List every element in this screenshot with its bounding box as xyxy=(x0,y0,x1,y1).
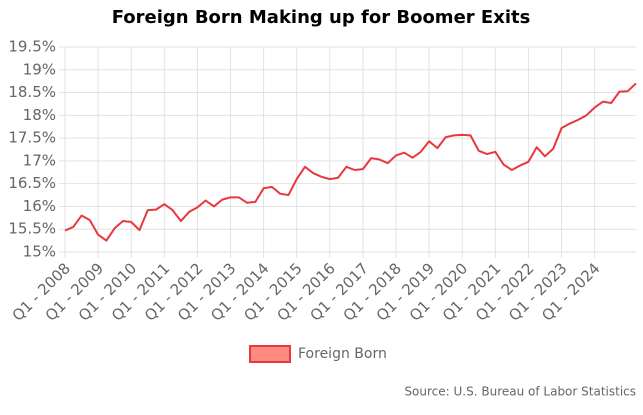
source: Source: U.S. Bureau of Labor Statistics xyxy=(404,385,636,399)
y-tick-label: 15% xyxy=(23,243,56,261)
y-tick-label: 16% xyxy=(23,197,56,215)
legend-label: Foreign Born xyxy=(298,346,387,362)
y-tick-label: 17.5% xyxy=(8,129,56,147)
line xyxy=(64,82,637,242)
y-tick-label: 15.5% xyxy=(8,220,56,238)
y-tick-label: 18.5% xyxy=(8,83,56,101)
y-tick-label: 17% xyxy=(23,151,56,169)
y-tick-label: 19.5% xyxy=(8,38,56,56)
legend-swatch xyxy=(249,345,291,363)
y-tick-label: 16.5% xyxy=(8,174,56,192)
y-tick-label: 18% xyxy=(23,106,56,124)
chart-title: Foreign Born Making up for Boomer Exits xyxy=(112,7,531,28)
y-tick-label: 19% xyxy=(23,60,56,78)
